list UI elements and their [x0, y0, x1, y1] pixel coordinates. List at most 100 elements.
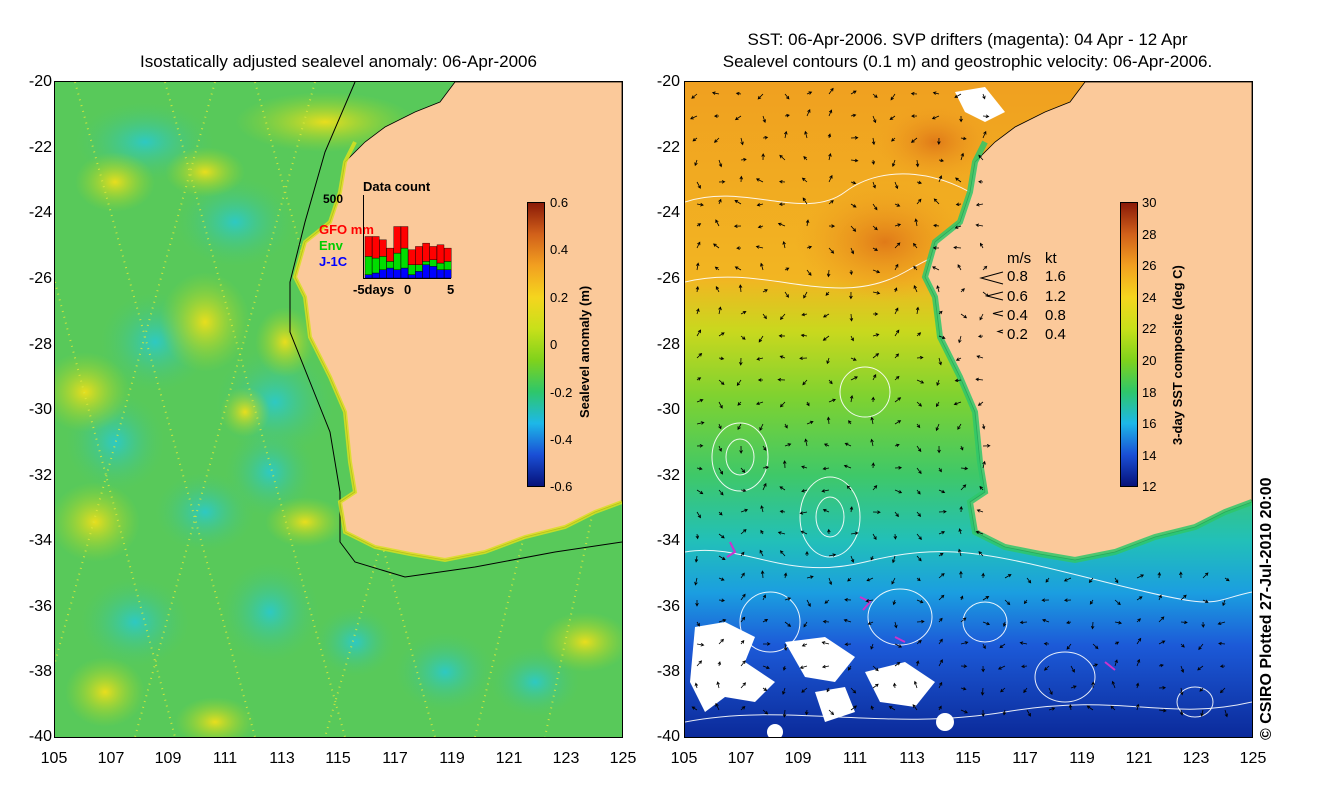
velocity-arrow — [1002, 709, 1007, 716]
velocity-arrow — [865, 598, 874, 603]
inset-bar-gfo — [443, 247, 452, 262]
velocity-arrow — [1063, 598, 1072, 602]
velocity-arrow — [871, 159, 876, 165]
velocity-legend-ms: 0.2 — [1007, 326, 1028, 343]
velocity-arrow — [1180, 665, 1185, 673]
right-map-title-line2: Sealevel contours (0.1 m) and geostrophi… — [722, 52, 1213, 71]
velocity-arrow — [757, 225, 764, 229]
velocity-arrow — [736, 246, 742, 250]
sst-map[interactable] — [684, 81, 1253, 738]
inset-bar-j1c — [400, 267, 409, 279]
velocity-arrow — [894, 242, 901, 249]
sst-colorbar-title: 3-day SST composite (deg C) — [1170, 265, 1185, 445]
velocity-arrow — [739, 175, 743, 183]
velocity-arrow — [696, 241, 701, 249]
velocity-arrow — [894, 223, 902, 227]
velocity-arrow — [762, 594, 766, 601]
velocity-arrow — [866, 577, 874, 582]
velocity-arrow — [1086, 705, 1094, 711]
velocity-arrow — [779, 154, 786, 161]
velocity-arrow — [894, 353, 900, 359]
velocity-arrow — [778, 202, 786, 206]
velocity-arrow — [844, 598, 852, 602]
inset-bar-env — [386, 261, 394, 269]
velocity-legend-kt: 0.4 — [1045, 326, 1066, 343]
velocity-arrow — [696, 202, 704, 207]
velocity-arrow — [872, 181, 876, 189]
velocity-arrow — [801, 687, 808, 693]
colorbar-tick: 28 — [1142, 227, 1157, 242]
velocity-arrow — [960, 288, 965, 293]
velocity-arrow — [1180, 620, 1188, 625]
velocity-arrow — [740, 593, 746, 601]
velocity-arrow — [696, 398, 704, 403]
velocity-arrow — [783, 130, 788, 139]
velocity-arrow — [957, 264, 962, 271]
velocity-arrow — [999, 643, 1006, 649]
velocity-arrow — [1091, 681, 1095, 689]
velocity-arrow — [938, 681, 943, 689]
data-count-inset: Data count 500 GFO mm Env J-1C -5days 0 … — [315, 175, 455, 305]
velocity-arrow — [740, 551, 745, 557]
velocity-arrow — [937, 137, 941, 145]
velocity-arrow — [976, 509, 984, 513]
velocity-arrow — [762, 313, 767, 320]
velocity-arrow — [955, 177, 962, 183]
velocity-arrow — [1218, 641, 1226, 646]
sealevel-map-canvas — [55, 82, 622, 737]
velocity-arrow — [916, 401, 923, 407]
velocity-arrow — [804, 438, 808, 447]
velocity-arrow — [955, 357, 962, 361]
inset-bar-j1c — [371, 272, 380, 279]
velocity-arrow — [960, 641, 969, 645]
velocity-arrow — [872, 665, 879, 672]
velocity-legend-kt: 1.2 — [1045, 288, 1066, 305]
velocity-arrow — [913, 265, 918, 271]
velocity-arrow — [822, 335, 830, 341]
velocity-arrow — [828, 109, 833, 117]
sealevel-map[interactable] — [54, 81, 623, 738]
velocity-arrow — [760, 262, 764, 271]
velocity-arrow — [872, 333, 880, 337]
velocity-arrow — [711, 91, 720, 95]
velocity-arrow — [740, 706, 746, 711]
velocity-arrow — [955, 202, 962, 207]
velocity-arrow — [828, 398, 836, 403]
velocity-arrow — [888, 706, 896, 711]
velocity-arrow — [822, 619, 830, 624]
velocity-arrow — [1019, 620, 1028, 625]
inset-bar-j1c — [386, 267, 394, 279]
velocity-arrow — [828, 553, 837, 557]
velocity-arrow — [913, 680, 918, 689]
lat-tick: -26 — [28, 270, 52, 287]
velocity-arrow — [1200, 709, 1204, 717]
velocity-arrow — [784, 621, 792, 627]
lon-tick: 119 — [439, 750, 465, 767]
velocity-arrow — [718, 467, 724, 475]
velocity-arrow — [916, 511, 922, 517]
velocity-arrow — [849, 313, 854, 322]
velocity-arrow — [916, 619, 925, 624]
velocity-arrow — [822, 313, 830, 318]
velocity-arrow — [916, 180, 923, 185]
velocity-arrow — [736, 379, 742, 386]
velocity-arrow — [850, 357, 857, 361]
lon-tick: 105 — [40, 750, 68, 767]
velocity-arrow — [691, 706, 698, 711]
velocity-arrow — [1088, 577, 1094, 584]
velocity-arrow — [692, 137, 698, 142]
velocity-arrow — [872, 269, 881, 274]
velocity-arrow — [843, 618, 852, 623]
velocity-arrow — [784, 93, 790, 100]
velocity-arrow — [762, 445, 767, 451]
velocity-arrow — [1021, 664, 1028, 669]
inset-x-tick: -5days — [353, 282, 395, 297]
velocity-arrow — [779, 313, 786, 320]
velocity-arrow — [844, 642, 852, 646]
velocity-arrow — [783, 572, 788, 579]
velocity-arrow — [782, 240, 786, 249]
velocity-arrow — [1090, 621, 1095, 630]
inset-bar-j1c — [379, 269, 387, 279]
velocity-arrow — [954, 225, 962, 229]
velocity-arrow — [1070, 685, 1077, 689]
